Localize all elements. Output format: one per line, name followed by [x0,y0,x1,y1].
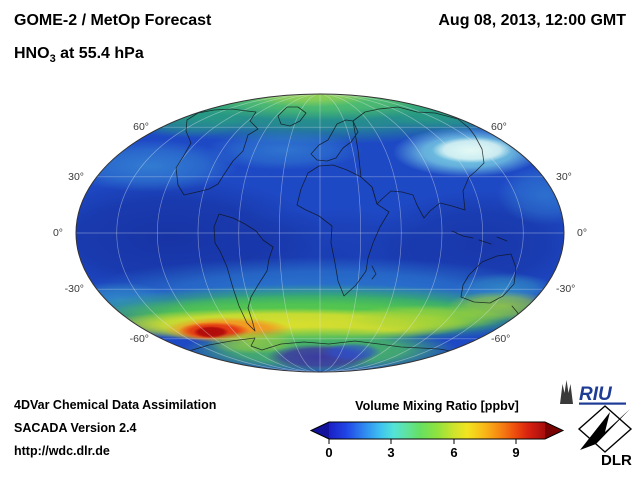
riu-underline [579,402,626,405]
coastline-south-america [213,213,274,332]
colorbar-tick-label-6: 6 [450,445,457,460]
coastline-north-america [175,108,259,196]
lat-label-30n-left: 30° [68,171,84,183]
coastline-africa [296,164,390,297]
colorbar-tick-label-9: 9 [512,445,519,460]
colorbar-gradient-bar [329,422,545,439]
coastline-madagascar [371,265,377,280]
lat-label-60n-right: 60° [491,121,507,133]
colorbar: 0 3 6 9 [310,421,565,460]
colorbar-tick-label-0: 0 [325,445,332,460]
species-formula: HNO [14,45,50,62]
riu-logo: RIU [560,380,626,405]
dlr-logo [577,405,633,453]
colorbar-arrow-right [545,422,563,439]
colorbar-arrow-left [311,422,329,439]
colorbar-tick-label-3: 3 [387,445,394,460]
dlr-swoosh-icon [580,409,630,450]
coastline-asia [352,106,485,219]
dlr-logo-text: DLR [601,452,632,469]
coastline-antarctica [188,337,452,352]
colorbar-tick-marks [328,439,517,444]
colorbar-title: Volume Mixing Ratio [ppbv] [355,399,519,413]
coastline-europe [310,119,359,162]
lat-label-30s-left: -30° [64,283,84,295]
lat-label-60s-right: -60° [491,333,511,345]
species-pressure-level: at 55.4 hPa [55,45,144,62]
lat-label-30s-right: -30° [556,283,576,295]
coastline-indonesia [451,230,508,245]
lat-label-30n-right: 30° [556,171,572,183]
figure-title: GOME-2 / MetOp Forecast [14,12,212,29]
riu-cathedral-icon [560,380,573,404]
dlr-diamond-icon [577,405,633,453]
lat-label-60s-left: -60° [129,333,149,345]
lat-label-0-left: 0° [52,227,63,239]
footer-line-version: SACADA Version 2.4 [14,421,137,435]
riu-logo-text: RIU [579,384,613,405]
mixing-ratio-field [76,94,564,372]
footer-line-assimilation: 4DVar Chemical Data Assimilation [14,398,217,412]
figure-species-line: HNO3 at 55.4 hPa [14,45,144,65]
lat-label-0-right: 0° [577,227,588,239]
species-subscript: 3 [49,53,56,66]
coastline-greenland [277,106,307,127]
lat-label-60n-left: 60° [133,121,149,133]
figure-datetime: Aug 08, 2013, 12:00 GMT [438,12,626,29]
globe-outline [75,93,565,373]
footer-line-url: http://wdc.dlr.de [14,444,110,458]
coastline-australia [460,253,517,304]
